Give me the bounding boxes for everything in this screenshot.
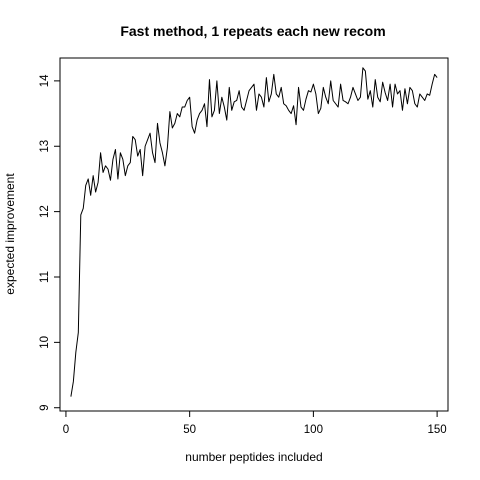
y-tick-label: 12 xyxy=(39,205,51,218)
y-tick-label: 11 xyxy=(39,271,51,283)
y-tick-label: 14 xyxy=(39,74,51,87)
x-axis-label: number peptides included xyxy=(185,450,322,464)
data-series-line xyxy=(70,67,438,397)
chart-title: Fast method, 1 repeats each new recom xyxy=(120,23,385,39)
y-tick-label: 13 xyxy=(39,140,51,153)
x-axis: 0 50 100 150 xyxy=(63,411,447,436)
x-tick-label: 100 xyxy=(304,424,323,436)
y-tick-label: 9 xyxy=(39,405,51,411)
x-tick-label: 150 xyxy=(428,424,447,436)
plot-frame xyxy=(59,57,449,412)
y-tick-label: 10 xyxy=(39,336,51,349)
x-tick-label: 50 xyxy=(183,424,196,436)
y-axis: 9 10 11 12 13 14 xyxy=(39,74,60,411)
x-tick-label: 0 xyxy=(63,424,69,436)
y-axis-label: expected improvement xyxy=(3,173,17,295)
